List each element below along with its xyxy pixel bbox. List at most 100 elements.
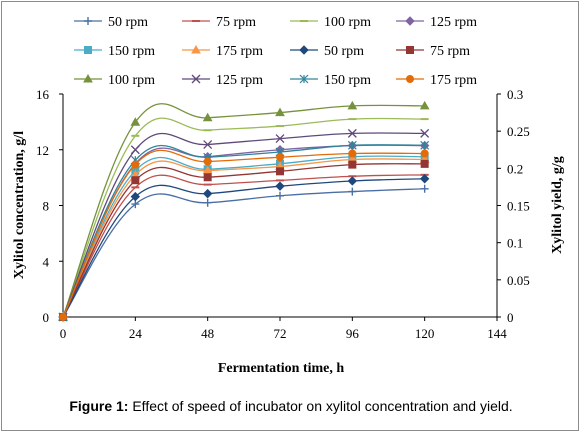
data-point-marker	[130, 191, 141, 202]
legend-label: 125 rpm	[216, 73, 263, 88]
legend-entry: 100 rpm	[74, 73, 155, 88]
y-left-tick-label: 12	[36, 143, 49, 158]
legend-entry: 150 rpm	[74, 44, 155, 59]
axes: 0 24 48 72 96 120 144048121600.050.10.150.20.2…	[36, 87, 530, 341]
legend-label: 50 rpm	[108, 15, 148, 30]
series-concentration-150-rpm	[59, 152, 429, 321]
data-point-marker	[419, 174, 430, 184]
series-line	[62, 144, 425, 318]
legend-entry: 150 rpm	[290, 73, 371, 88]
data-point-marker	[202, 112, 213, 122]
y-left-tick-label: 0	[43, 310, 50, 325]
legend-label: 75 rpm	[216, 15, 256, 30]
data-point-marker	[191, 44, 201, 54]
data-point-marker	[420, 184, 429, 193]
y-axis-right-label: Xylitol yield, g/g	[550, 156, 565, 254]
data-point-marker	[347, 128, 357, 138]
legend-entry: 75 rpm	[396, 44, 470, 59]
data-point-marker	[299, 74, 309, 84]
series-concentration-100-rpm	[59, 117, 429, 318]
legend-entry: 125 rpm	[396, 15, 477, 30]
data-point-marker	[347, 176, 358, 186]
data-point-marker	[406, 75, 414, 83]
legend-label: 175 rpm	[430, 73, 477, 88]
y-left-tick-label: 16	[36, 87, 50, 102]
data-point-marker	[203, 173, 212, 182]
y-left-tick-label: 8	[43, 199, 50, 214]
figure-caption: Figure 1: Effect of speed of incubator o…	[0, 398, 582, 414]
data-point-marker	[420, 140, 430, 150]
x-tick-label: 24	[129, 326, 143, 341]
x-axis-label: Fermentation time, h	[218, 361, 345, 376]
data-point-marker	[420, 159, 429, 168]
legend-entry: 175 rpm	[182, 44, 263, 59]
data-point-marker	[405, 16, 415, 26]
series-yield-175-rpm	[59, 149, 429, 321]
data-point-marker	[347, 140, 357, 150]
data-point-marker	[83, 73, 93, 83]
caption-text: Effect of speed of incubator on xylitol …	[128, 398, 513, 414]
y-left-tick-label: 4	[43, 254, 50, 269]
data-point-marker	[275, 107, 285, 117]
data-point-marker	[348, 160, 357, 169]
data-point-marker	[276, 167, 284, 176]
legend-label: 175 rpm	[216, 44, 263, 59]
legend-label: 50 rpm	[324, 44, 364, 59]
series-line	[62, 188, 425, 318]
legend-entry: 175 rpm	[396, 73, 477, 88]
legend-label: 125 rpm	[430, 15, 477, 30]
y-right-tick-label: 0.15	[507, 199, 530, 214]
legend-entry: 100 rpm	[290, 15, 371, 30]
data-point-marker	[203, 198, 212, 207]
data-point-marker	[275, 181, 285, 191]
data-point-marker	[348, 149, 357, 158]
y-right-tick-label: 0.1	[507, 236, 523, 251]
data-point-marker	[203, 140, 213, 150]
data-point-marker	[276, 191, 284, 200]
data-point-marker	[419, 100, 430, 110]
data-point-marker	[420, 128, 430, 138]
x-tick-label: 96	[346, 326, 360, 341]
data-point-marker	[131, 200, 140, 209]
y-right-tick-label: 0.3	[507, 87, 523, 102]
legend-entry: 75 rpm	[182, 15, 256, 30]
caption-label: Figure 1:	[69, 398, 129, 414]
data-point-marker	[84, 17, 92, 25]
data-point-marker	[420, 149, 429, 158]
y-right-tick-label: 0	[507, 310, 514, 325]
legend: 50 rpm 75 rpm 100 rpm 125 rpm 150 rpm 175 rpm…	[74, 15, 477, 88]
plot-area	[58, 100, 430, 322]
legend-label: 75 rpm	[430, 44, 470, 59]
data-point-marker	[131, 160, 140, 169]
data-point-marker	[299, 45, 309, 55]
y-axis-left-label: Xylitol concentration, g/l	[12, 131, 27, 279]
x-tick-label: 0	[60, 326, 67, 341]
series-yield-125-rpm	[58, 128, 430, 322]
series-line	[62, 132, 425, 318]
data-point-marker	[348, 187, 357, 196]
chart: 50 rpm 75 rpm 100 rpm 125 rpm 150 rpm 175 rpm…	[12, 15, 565, 376]
data-point-marker	[203, 157, 212, 166]
legend-entry: 125 rpm	[182, 73, 263, 88]
legend-entry: 50 rpm	[290, 44, 364, 59]
data-point-marker	[406, 46, 414, 54]
x-tick-label: 120	[415, 326, 435, 341]
legend-label: 150 rpm	[324, 73, 371, 88]
data-point-marker	[130, 117, 141, 126]
legend-entry: 50 rpm	[74, 15, 148, 30]
y-right-tick-label: 0.25	[507, 124, 530, 139]
data-point-marker	[202, 188, 213, 199]
data-point-marker	[130, 145, 140, 155]
x-tick-label: 48	[201, 326, 214, 341]
data-point-marker	[84, 46, 92, 54]
x-tick-label: 72	[274, 326, 287, 341]
data-point-marker	[347, 100, 358, 110]
legend-label: 150 rpm	[108, 44, 155, 59]
x-tick-label: 144	[487, 326, 507, 341]
legend-label: 100 rpm	[324, 15, 371, 30]
data-point-marker	[276, 153, 284, 162]
data-point-marker	[59, 313, 67, 321]
data-point-marker	[131, 176, 140, 185]
data-point-marker	[191, 74, 201, 84]
